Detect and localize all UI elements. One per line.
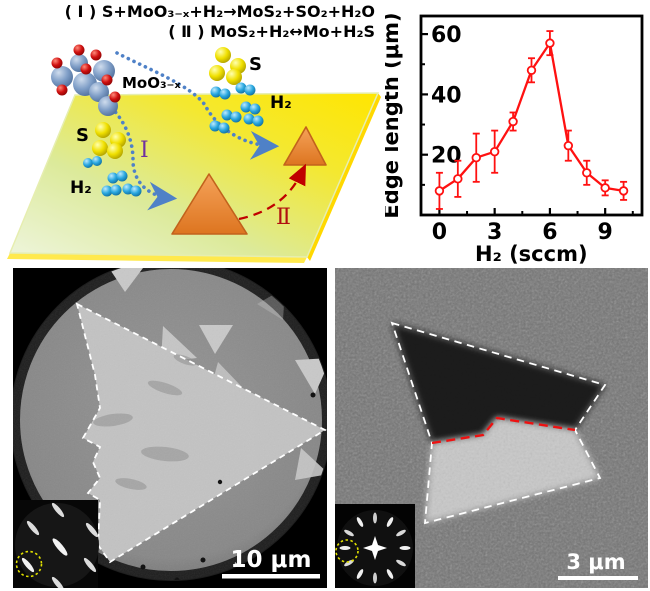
selected-spot-circle-right — [335, 539, 359, 563]
tem-image: 10 μm — [13, 268, 327, 588]
data-marker — [508, 116, 518, 127]
data-marker — [600, 183, 610, 193]
moo3x-cluster — [51, 44, 121, 116]
schematic-drawing: MoO₃₋ₓ S H₂ — [7, 44, 381, 263]
y-tick-label: 60 — [431, 23, 462, 48]
diffraction-inset-right — [335, 504, 415, 588]
x-tick-label: 3 — [487, 220, 502, 245]
plot-frame — [419, 14, 644, 217]
reaction-equation-2: ( Ⅱ ) MoS₂+H₂↔Mo+H₂S — [168, 22, 375, 41]
data-marker — [582, 168, 592, 178]
hydrogen-label-left: H₂ — [70, 178, 92, 198]
x-axis-label: H₂ (sccm) — [475, 242, 588, 265]
growth-route-I-lower-dotted-arrow — [105, 101, 178, 211]
hydrogen-group-left — [83, 156, 142, 197]
data-marker — [545, 38, 555, 48]
sulfur-group-top — [209, 47, 246, 85]
y-tick-label: 40 — [431, 83, 462, 108]
diffraction-inset-left — [13, 500, 99, 588]
flake-dashed-outline — [75, 302, 327, 564]
data-marker — [471, 153, 481, 163]
mos2-triangle-large — [171, 173, 248, 235]
hydrogen-group-top — [209, 82, 264, 134]
y-tick-label: 20 — [431, 144, 462, 169]
growth-route-I-upper-dotted-arrow — [115, 51, 280, 160]
step-II-label: Ⅱ — [276, 205, 291, 230]
reaction-equation-1: ( Ⅰ ) S+MoO₃₋ₓ+H₂→MoS₂+SO₂+H₂O — [64, 2, 375, 21]
panel-edge-length-chart: 0 3 6 9 20 40 60 Edge length (μm) H₂ (sccm) — [385, 0, 650, 265]
data-marker — [453, 174, 463, 184]
sem-image: 3 μm — [335, 268, 648, 588]
panel-tem-image: 10 μm — [13, 268, 327, 588]
step-I-label: Ⅰ — [140, 138, 149, 163]
edge-length-chart: 0 3 6 9 20 40 60 Edge length (μm) H₂ (sccm) — [385, 12, 644, 265]
scale-bar-right-line — [558, 576, 638, 580]
x-tick-label: 9 — [598, 220, 613, 245]
substrate-side-edge — [307, 93, 381, 261]
y-axis-label: Edge length (μm) — [385, 12, 403, 218]
substrate — [7, 92, 381, 263]
data-marker — [563, 140, 574, 151]
data-marker — [434, 186, 445, 196]
scale-bar-right: 3 μm — [558, 550, 638, 580]
phase-boundary-red-dashed — [431, 416, 576, 445]
moo3x-label: MoO₃₋ₓ — [122, 74, 181, 92]
panel-sem-image: 3 μm — [335, 268, 648, 588]
data-marker — [526, 65, 537, 75]
scale-bar-left-label: 10 μm — [231, 547, 312, 573]
x-tick-label: 0 — [432, 220, 447, 245]
data-marker — [618, 186, 629, 196]
scale-bar-right-label: 3 μm — [566, 550, 625, 574]
hydrogen-label-top: H₂ — [270, 93, 292, 113]
data-marker — [489, 146, 500, 157]
substrate-front-edge — [7, 253, 307, 263]
x-tick-label: 6 — [542, 220, 557, 245]
etch-route-II-dashed-arrow — [238, 163, 306, 221]
etched-dark-region — [392, 323, 605, 443]
panel-growth-schematic: ( Ⅰ ) S+MoO₃₋ₓ+H₂→MoS₂+SO₂+H₂O ( Ⅱ ) MoS… — [0, 0, 385, 266]
sulfur-group-left — [92, 122, 126, 159]
sulfur-label-left: S — [76, 125, 89, 146]
scale-bar-left: 10 μm — [222, 547, 320, 579]
diffraction-spots — [339, 512, 411, 584]
scale-bar-left-line — [222, 574, 320, 579]
diffraction-streaks — [21, 502, 99, 588]
sulfur-label-top: S — [249, 54, 262, 75]
selected-spot-circle-left — [15, 550, 43, 578]
